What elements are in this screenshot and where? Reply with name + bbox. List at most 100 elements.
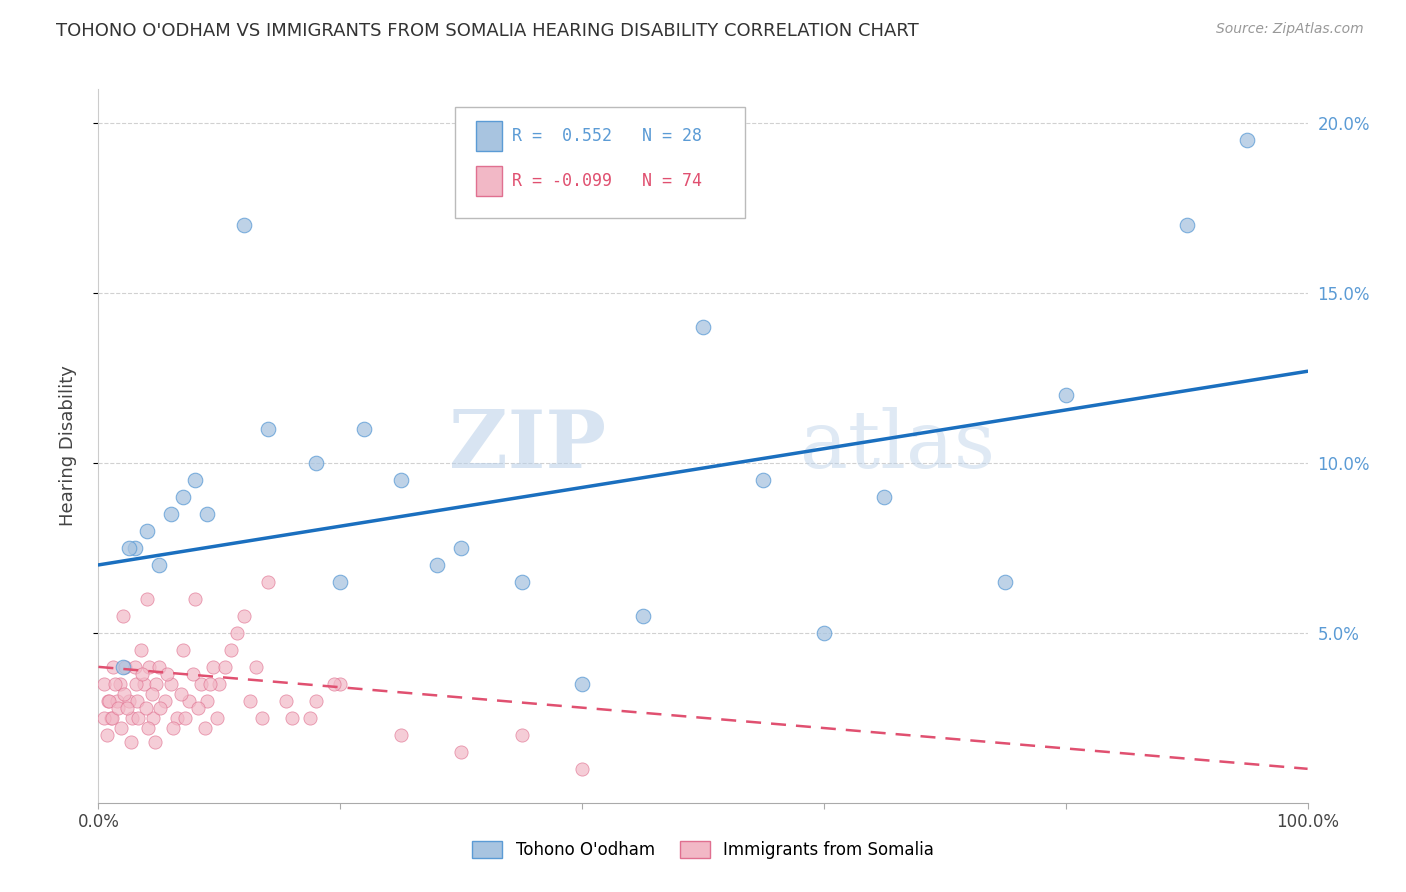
- Point: [752, 473, 775, 487]
- Point: [184, 591, 207, 606]
- Text: atlas: atlas: [800, 407, 995, 485]
- Text: R =  0.552   N = 28: R = 0.552 N = 28: [512, 128, 702, 145]
- Point: [118, 541, 141, 555]
- Point: [138, 660, 160, 674]
- FancyBboxPatch shape: [475, 121, 502, 152]
- Point: [274, 694, 297, 708]
- Point: [353, 422, 375, 436]
- Point: [214, 660, 236, 674]
- Point: [256, 422, 278, 436]
- Point: [226, 626, 249, 640]
- Point: [112, 687, 135, 701]
- Point: [148, 660, 170, 674]
- Point: [110, 721, 132, 735]
- Point: [124, 541, 146, 555]
- Point: [692, 320, 714, 334]
- Point: [450, 541, 472, 555]
- Point: [329, 574, 352, 589]
- Point: [121, 711, 143, 725]
- Point: [101, 660, 124, 674]
- Point: [114, 660, 136, 674]
- Point: [239, 694, 262, 708]
- Point: [93, 711, 115, 725]
- Text: R = -0.099   N = 74: R = -0.099 N = 74: [512, 172, 702, 190]
- Point: [145, 677, 167, 691]
- Y-axis label: Hearing Disability: Hearing Disability: [59, 366, 77, 526]
- Text: ZIP: ZIP: [450, 407, 606, 485]
- Point: [124, 660, 146, 674]
- Point: [631, 608, 654, 623]
- Point: [105, 694, 128, 708]
- Legend: Tohono O'odham, Immigrants from Somalia: Tohono O'odham, Immigrants from Somalia: [465, 834, 941, 866]
- Point: [153, 694, 176, 708]
- Point: [100, 711, 122, 725]
- Point: [329, 677, 352, 691]
- Point: [305, 456, 328, 470]
- Point: [221, 643, 243, 657]
- Point: [195, 507, 218, 521]
- Point: [232, 608, 254, 623]
- Point: [305, 694, 328, 708]
- Point: [198, 677, 221, 691]
- Point: [120, 734, 142, 748]
- Point: [108, 677, 131, 691]
- Point: [96, 728, 118, 742]
- Point: [256, 574, 278, 589]
- Point: [389, 728, 412, 742]
- Point: [174, 711, 197, 725]
- Point: [172, 490, 194, 504]
- Point: [1175, 218, 1198, 232]
- Point: [141, 687, 163, 701]
- Point: [994, 574, 1017, 589]
- Point: [194, 721, 217, 735]
- Point: [323, 677, 346, 691]
- Point: [208, 677, 231, 691]
- Point: [181, 666, 204, 681]
- Point: [125, 677, 148, 691]
- Text: Source: ZipAtlas.com: Source: ZipAtlas.com: [1216, 22, 1364, 37]
- Point: [135, 700, 157, 714]
- Point: [571, 677, 593, 691]
- Point: [118, 694, 141, 708]
- Point: [117, 700, 139, 714]
- Point: [129, 643, 152, 657]
- Point: [148, 558, 170, 572]
- Point: [202, 660, 225, 674]
- Point: [172, 643, 194, 657]
- Point: [162, 721, 184, 735]
- Point: [160, 677, 183, 691]
- Point: [873, 490, 896, 504]
- Point: [187, 700, 209, 714]
- Point: [127, 711, 149, 725]
- Point: [1054, 388, 1077, 402]
- Point: [813, 626, 835, 640]
- Point: [149, 700, 172, 714]
- Point: [195, 694, 218, 708]
- Point: [93, 677, 115, 691]
- Point: [143, 734, 166, 748]
- Text: TOHONO O'ODHAM VS IMMIGRANTS FROM SOMALIA HEARING DISABILITY CORRELATION CHART: TOHONO O'ODHAM VS IMMIGRANTS FROM SOMALI…: [56, 22, 920, 40]
- Point: [184, 473, 207, 487]
- Point: [107, 700, 129, 714]
- Point: [156, 666, 179, 681]
- Point: [190, 677, 212, 691]
- Point: [136, 721, 159, 735]
- Point: [131, 666, 153, 681]
- Point: [205, 711, 228, 725]
- Point: [111, 660, 134, 674]
- Point: [142, 711, 165, 725]
- FancyBboxPatch shape: [456, 107, 745, 218]
- Point: [426, 558, 449, 572]
- Point: [127, 694, 149, 708]
- Point: [98, 694, 121, 708]
- Point: [104, 677, 127, 691]
- Point: [169, 687, 191, 701]
- Point: [97, 694, 120, 708]
- Point: [166, 711, 188, 725]
- Point: [100, 711, 122, 725]
- Point: [281, 711, 304, 725]
- Point: [179, 694, 201, 708]
- FancyBboxPatch shape: [475, 166, 502, 196]
- Point: [135, 524, 157, 538]
- Point: [510, 574, 533, 589]
